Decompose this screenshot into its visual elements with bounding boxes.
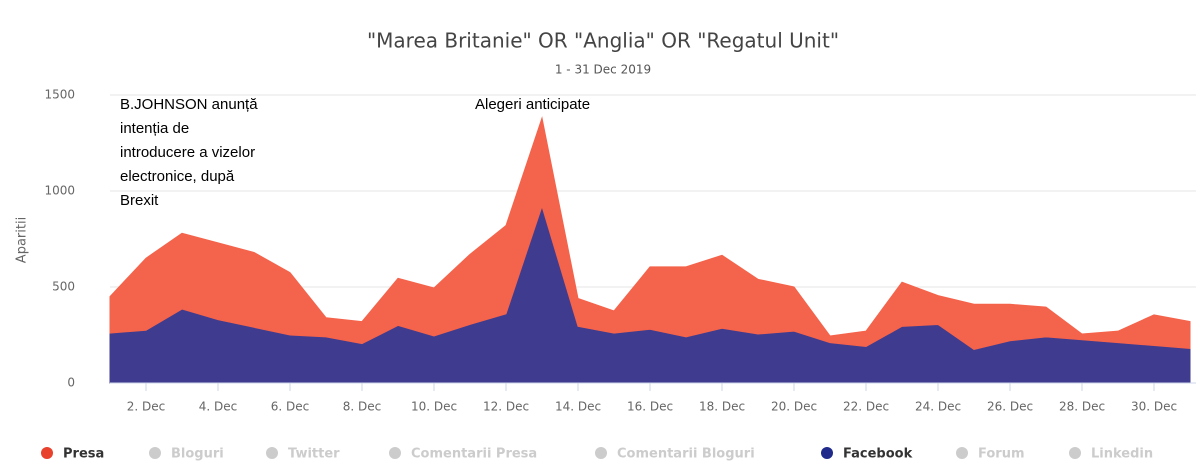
x-tick-label: 18. Dec [699, 400, 745, 414]
legend-label: Facebook [843, 447, 913, 462]
legend-label: Presa [63, 447, 104, 462]
legend-label: Linkedin [1091, 447, 1153, 462]
legend-marker [41, 447, 53, 459]
x-tick-label: 30. Dec [1131, 400, 1177, 414]
legend-label: Twitter [288, 447, 340, 462]
x-tick-label: 16. Dec [627, 400, 673, 414]
legend-item[interactable]: Comentarii Presa [389, 447, 537, 462]
y-axis-label: Aparitii [15, 217, 30, 263]
legend-item[interactable]: Comentarii Bloguri [595, 447, 755, 462]
x-tick-label: 28. Dec [1059, 400, 1105, 414]
x-tick-label: 8. Dec [343, 400, 381, 414]
x-tick-label: 20. Dec [771, 400, 817, 414]
x-tick-label: 4. Dec [199, 400, 237, 414]
legend-item[interactable]: Facebook [821, 447, 913, 462]
legend-label: Comentarii Presa [411, 447, 537, 462]
x-tick-label: 22. Dec [843, 400, 889, 414]
legend-marker [149, 447, 161, 459]
legend-marker [956, 447, 968, 459]
legend-label: Bloguri [171, 447, 224, 462]
area [109, 116, 1191, 350]
chart-subtitle: 1 - 31 Dec 2019 [555, 63, 651, 77]
x-tick-label: 6. Dec [271, 400, 309, 414]
annotation: introducere a vizelor [120, 144, 255, 161]
annotation: electronice, după [120, 168, 235, 185]
x-tick-label: 2. Dec [127, 400, 165, 414]
y-tick-label: 500 [52, 280, 75, 294]
legend-item[interactable]: Forum [956, 447, 1025, 462]
annotation: intenția de [120, 120, 189, 137]
legend-marker [595, 447, 607, 459]
annotation: Brexit [120, 192, 159, 209]
x-tick-label: 12. Dec [483, 400, 529, 414]
legend-label: Forum [978, 447, 1025, 462]
annotation: B.JOHNSON anunță [120, 96, 258, 113]
legend-marker [1069, 447, 1081, 459]
chart-title: "Marea Britanie" OR "Anglia" OR "Regatul… [367, 29, 839, 53]
x-tick-label: 10. Dec [411, 400, 457, 414]
annotation: Alegeri anticipate [475, 96, 590, 113]
y-tick-label: 1000 [44, 184, 75, 198]
y-tick-label: 1500 [44, 88, 75, 102]
legend-item[interactable]: Twitter [266, 447, 340, 462]
x-tick-label: 14. Dec [555, 400, 601, 414]
legend-marker [821, 447, 833, 459]
y-tick-label: 0 [67, 376, 75, 390]
legend-item[interactable]: Linkedin [1069, 447, 1153, 462]
x-tick-label: 26. Dec [987, 400, 1033, 414]
legend-item[interactable]: Presa [41, 447, 104, 462]
legend-label: Comentarii Bloguri [617, 447, 755, 462]
legend-marker [389, 447, 401, 459]
legend-marker [266, 447, 278, 459]
legend-item[interactable]: Bloguri [149, 447, 224, 462]
x-tick-label: 24. Dec [915, 400, 961, 414]
